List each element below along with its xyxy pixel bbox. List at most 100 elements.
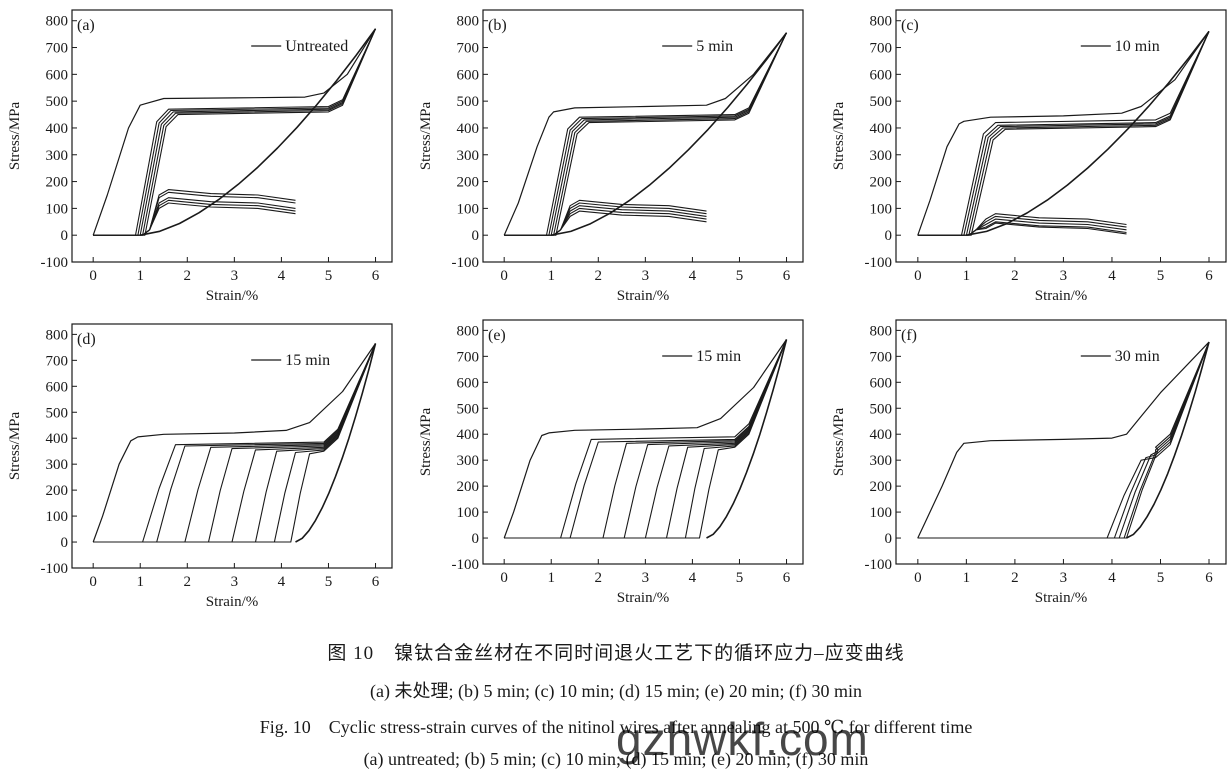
x-tick-label: 5 xyxy=(1157,570,1165,586)
y-tick-label: 600 xyxy=(46,379,69,395)
y-tick-label: 200 xyxy=(457,175,480,191)
cycle-loading-curve xyxy=(917,341,1210,539)
y-tick-label: 0 xyxy=(61,228,69,244)
chart-panel-5: -100 0 100 200 300 400 500 600 700 800 0 1 2 3 4 5 6 Stra… xyxy=(418,319,804,606)
x-tick-label: 0 xyxy=(89,268,97,284)
x-tick-label: 0 xyxy=(914,570,922,586)
y-tick-label: 500 xyxy=(870,401,893,417)
unloading-curve xyxy=(706,339,788,539)
y-tick-label: 500 xyxy=(46,94,69,110)
legend-label: 30 min xyxy=(1115,348,1160,365)
x-tick-label: 2 xyxy=(1011,268,1019,284)
y-tick-label: 300 xyxy=(457,148,480,164)
cycle-unloading-plateau xyxy=(142,191,296,236)
y-tick-label: 400 xyxy=(870,121,893,137)
y-tick-label: 600 xyxy=(457,67,480,83)
cycle-loading-curve xyxy=(917,31,1210,236)
first-cycle-curve xyxy=(92,343,376,543)
y-tick-label: 400 xyxy=(46,431,69,447)
chart-panel-1: -100 0 100 200 300 400 500 600 700 800 0 1 2 3 4 5 6 Stra… xyxy=(7,9,393,304)
x-tick-label: 1 xyxy=(963,268,971,284)
y-tick-label: 300 xyxy=(457,453,480,469)
x-axis-label: Strain/% xyxy=(1035,288,1088,304)
y-tick-label: 100 xyxy=(457,201,480,217)
cycle-loading-curve xyxy=(917,341,1210,539)
y-tick-label: 600 xyxy=(870,375,893,391)
legend-label: 10 min xyxy=(1115,38,1160,55)
y-tick-label: 100 xyxy=(46,509,69,525)
panel-label: (d) xyxy=(77,331,96,348)
x-tick-label: 5 xyxy=(736,570,744,586)
y-tick-label: 800 xyxy=(870,14,893,30)
y-tick-label: -100 xyxy=(41,561,69,577)
cycle-loading-curve xyxy=(917,31,1210,236)
x-tick-label: 3 xyxy=(231,268,239,284)
x-tick-label: 3 xyxy=(642,268,650,284)
cycle-loading-curve xyxy=(917,341,1210,539)
x-tick-label: 0 xyxy=(914,268,922,284)
x-tick-label: 5 xyxy=(736,268,744,284)
y-tick-label: 500 xyxy=(457,94,480,110)
cycle-loading-curve xyxy=(93,28,377,236)
cycle-loading-curve xyxy=(917,341,1210,539)
plot-frame xyxy=(71,323,393,569)
y-tick-label: 200 xyxy=(46,483,69,499)
x-tick-label: 5 xyxy=(325,268,333,284)
x-tick-label: 1 xyxy=(963,570,971,586)
chart-panel-2: -100 0 100 200 300 400 500 600 700 800 0 1 2 3 4 5 6 Stra… xyxy=(418,9,804,304)
panel-label: (f) xyxy=(901,327,917,344)
x-axis-label: Strain/% xyxy=(206,288,259,304)
y-axis-label: Stress/MPa xyxy=(7,411,23,480)
chart-panel-3: -100 0 100 200 300 400 500 600 700 800 0 1 2 3 4 5 6 Stra… xyxy=(831,9,1227,304)
y-axis-label: Stress/MPa xyxy=(831,101,847,170)
x-tick-label: 4 xyxy=(689,268,697,284)
x-tick-label: 4 xyxy=(1108,570,1116,586)
x-tick-label: 3 xyxy=(1060,268,1068,284)
plot-frame xyxy=(71,9,393,263)
cycle-loading-curve xyxy=(93,28,377,236)
y-tick-label: 0 xyxy=(472,228,480,244)
y-axis-label: Stress/MPa xyxy=(831,407,847,476)
legend-label: 5 min xyxy=(696,38,733,55)
y-tick-label: 100 xyxy=(457,505,480,521)
y-tick-label: 0 xyxy=(61,535,69,551)
cycle-loading-curve xyxy=(917,31,1210,236)
y-tick-label: 200 xyxy=(46,175,69,191)
cycle-loading-curve xyxy=(93,28,377,236)
x-axis-label: Strain/% xyxy=(1035,590,1088,606)
x-tick-label: 1 xyxy=(547,268,555,284)
unloading-curve xyxy=(140,28,377,236)
panel-label: (b) xyxy=(488,17,507,34)
y-axis-label: Stress/MPa xyxy=(418,101,434,170)
y-tick-label: 800 xyxy=(457,323,480,339)
x-tick-label: 2 xyxy=(1011,570,1019,586)
chart-panel-4: -100 0 100 200 300 400 500 600 700 800 0 1 2 3 4 5 6 Stra… xyxy=(7,323,393,610)
caption-chinese-subtitle: (a) 未处理; (b) 5 min; (c) 10 min; (d) 15 m… xyxy=(370,681,862,701)
watermark: gzhwkf.com xyxy=(616,713,869,765)
x-tick-label: 1 xyxy=(547,570,555,586)
cycle-unloading-plateau xyxy=(553,210,707,236)
x-tick-label: 1 xyxy=(136,574,144,590)
x-tick-label: 2 xyxy=(184,268,192,284)
y-tick-label: 800 xyxy=(46,14,69,30)
legend-label: Untreated xyxy=(285,38,348,55)
x-tick-label: 2 xyxy=(595,570,603,586)
legend-label: 15 min xyxy=(696,348,741,365)
y-tick-label: 800 xyxy=(457,14,480,30)
cycle-loading-curve xyxy=(93,343,377,543)
plot-frame xyxy=(895,9,1227,263)
y-tick-label: 0 xyxy=(885,531,893,547)
y-tick-label: 500 xyxy=(457,401,480,417)
x-tick-label: 6 xyxy=(783,268,791,284)
x-tick-label: 2 xyxy=(595,268,603,284)
x-tick-label: 3 xyxy=(231,574,239,590)
y-tick-label: -100 xyxy=(41,255,69,271)
x-tick-label: 3 xyxy=(1060,570,1068,586)
x-tick-label: 4 xyxy=(1108,268,1116,284)
y-tick-label: 400 xyxy=(46,121,69,137)
x-tick-label: 2 xyxy=(184,574,192,590)
cycle-unloading-plateau xyxy=(553,199,707,236)
y-tick-label: 500 xyxy=(46,405,69,421)
y-tick-label: 600 xyxy=(870,67,893,83)
